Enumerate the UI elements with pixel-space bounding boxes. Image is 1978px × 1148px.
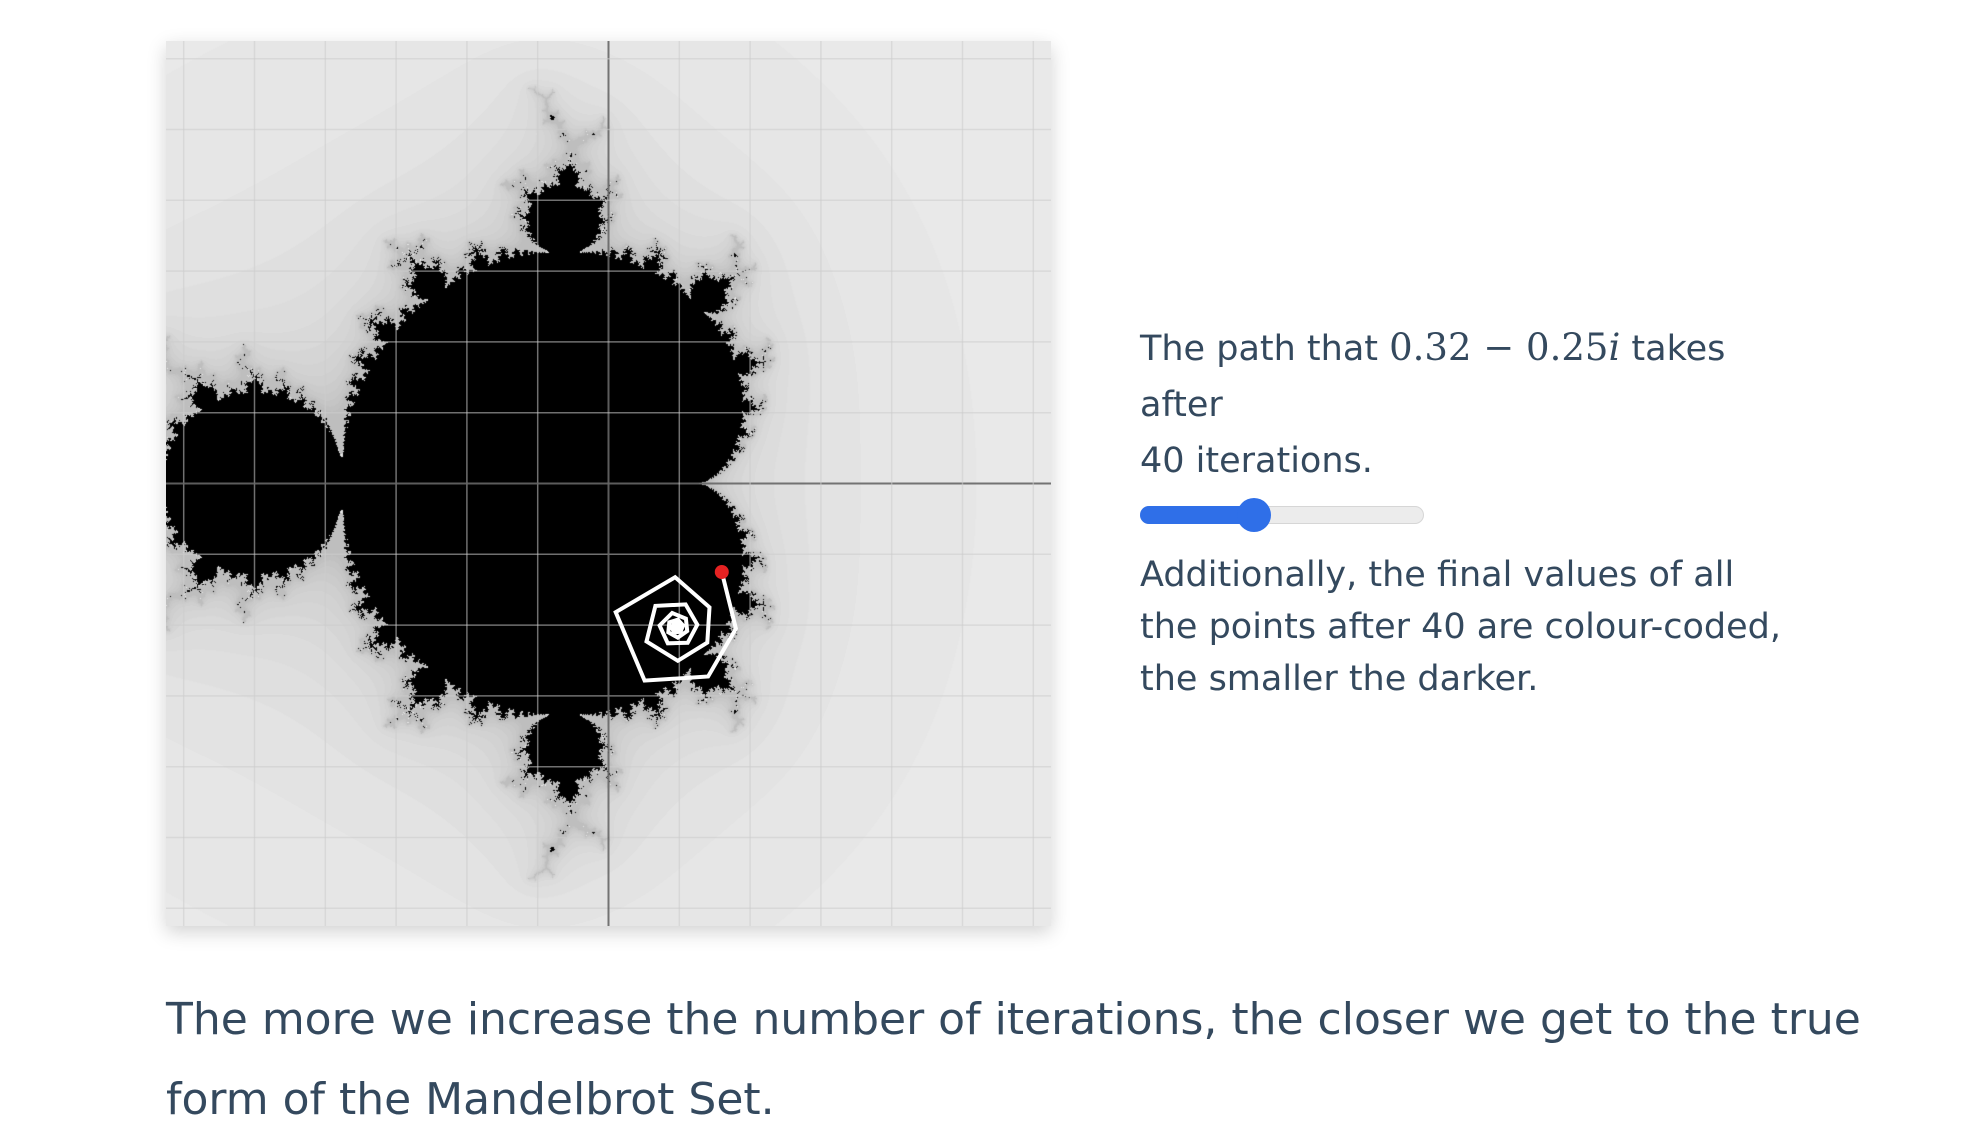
math-imag-unit: i [1608, 326, 1621, 369]
body-paragraph: The more we increase the number of itera… [166, 994, 1861, 1125]
math-real: 0.32 [1389, 326, 1472, 369]
iteration-path [613, 571, 739, 683]
side-panel: The path that 0.32 − 0.25i takes after 4… [1140, 320, 1800, 705]
coordinate-grid [166, 41, 1051, 926]
slider-fill [1140, 506, 1254, 524]
math-imag-number: 0.25 [1526, 326, 1609, 369]
math-operator: − [1471, 326, 1527, 369]
caption-suffix: takes after [1140, 329, 1726, 425]
caption-prefix: The path that [1140, 329, 1390, 369]
mandelbrot-figure[interactable] [166, 41, 1051, 926]
iterations-slider[interactable] [1140, 495, 1424, 535]
color-coding-note: Additionally, the final values of all th… [1140, 555, 1782, 699]
caption-line2: 40 iterations. [1140, 441, 1373, 481]
start-point-marker [714, 565, 729, 579]
complex-number: 0.32 − 0.25i [1389, 326, 1620, 369]
figure-caption: The path that 0.32 − 0.25i takes after 4… [1140, 320, 1800, 489]
iteration-overlay [166, 41, 1051, 926]
slider-thumb[interactable] [1236, 498, 1271, 532]
